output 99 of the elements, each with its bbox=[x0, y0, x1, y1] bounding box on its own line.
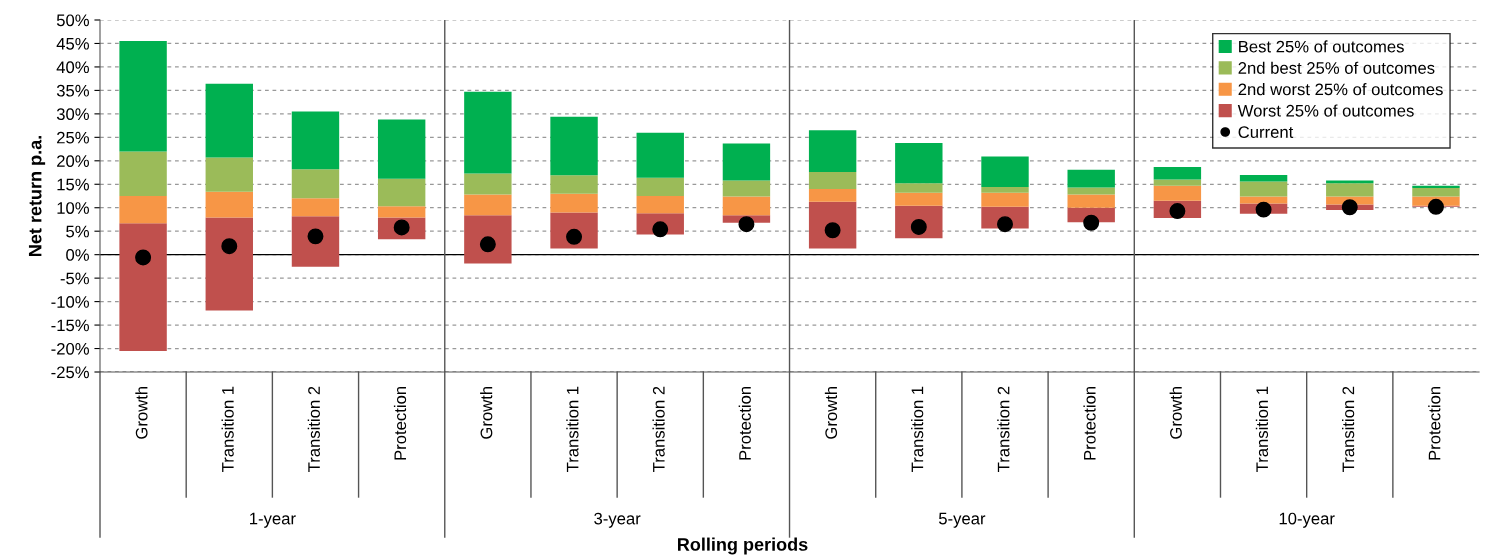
bar bbox=[464, 194, 512, 216]
bar bbox=[981, 192, 1029, 207]
text: 1-year bbox=[250, 512, 296, 528]
bar bbox=[1239, 196, 1288, 204]
bar bbox=[205, 217, 253, 311]
y-axis-title: Net return p.a. bbox=[28, 136, 46, 256]
bar bbox=[1239, 181, 1288, 197]
point bbox=[1255, 201, 1272, 218]
bar bbox=[464, 173, 512, 195]
bar bbox=[722, 143, 771, 181]
y-tick-label: 45% bbox=[56, 37, 89, 50]
bar bbox=[464, 91, 512, 174]
bar bbox=[1412, 188, 1460, 197]
x-tick-label: Transition 1 bbox=[221, 386, 234, 472]
legend-label: 2nd worst 25% of outcomes bbox=[1238, 83, 1443, 96]
y-tick-label: 30% bbox=[56, 108, 89, 121]
bar bbox=[119, 196, 167, 224]
x-tick-label: Growth bbox=[135, 386, 148, 439]
text: 5-year bbox=[938, 512, 986, 528]
bar bbox=[205, 83, 253, 158]
x-tick-label: Transition 2 bbox=[997, 386, 1010, 472]
bar bbox=[377, 178, 426, 207]
y-tick-label: 5% bbox=[66, 225, 89, 238]
bar bbox=[808, 188, 857, 202]
x-tick-label: Growth bbox=[480, 386, 493, 439]
point bbox=[738, 216, 755, 233]
bar bbox=[205, 191, 253, 218]
bar bbox=[808, 130, 857, 173]
x-tick-label: Transition 2 bbox=[307, 386, 320, 472]
point bbox=[221, 238, 238, 255]
bar bbox=[1326, 183, 1374, 197]
bar bbox=[1067, 194, 1115, 208]
bar bbox=[722, 180, 771, 197]
x-tick-label: Growth bbox=[824, 386, 838, 439]
legend-label: 2nd best 25% of outcomes bbox=[1238, 61, 1435, 74]
bar bbox=[981, 156, 1029, 188]
bar bbox=[377, 206, 426, 218]
y-tick-label: -25% bbox=[51, 366, 89, 379]
bar bbox=[1067, 187, 1115, 195]
bar bbox=[636, 132, 684, 178]
y-tick-label: -5% bbox=[60, 272, 89, 285]
x-tick-label: Growth bbox=[1169, 386, 1182, 439]
bar bbox=[464, 215, 512, 264]
x-tick-label: Transition 1 bbox=[1255, 386, 1269, 472]
x-axis-title: Rolling periods bbox=[678, 537, 808, 555]
bar bbox=[377, 119, 426, 179]
point bbox=[1083, 214, 1100, 231]
x-tick-label: Transition 2 bbox=[652, 386, 665, 472]
y-tick-label: -10% bbox=[51, 296, 89, 308]
bar bbox=[205, 157, 253, 192]
bar bbox=[981, 187, 1029, 193]
x-tick-label: Protection bbox=[738, 386, 751, 460]
bar bbox=[1153, 179, 1202, 186]
y-tick-label: 15% bbox=[57, 178, 89, 191]
point bbox=[1341, 199, 1358, 216]
bar bbox=[636, 196, 684, 214]
x-tick-label: Transition 1 bbox=[911, 386, 924, 472]
bar bbox=[119, 41, 167, 152]
bar bbox=[808, 172, 857, 189]
text: 3-year bbox=[594, 512, 641, 528]
bar bbox=[550, 116, 598, 176]
bar bbox=[636, 177, 684, 196]
y-tick-label: 50% bbox=[56, 14, 89, 27]
bar bbox=[291, 111, 340, 170]
x-tick-label: Protection bbox=[1083, 386, 1096, 460]
bar bbox=[550, 175, 598, 194]
y-tick-label: -15% bbox=[51, 319, 89, 332]
x-tick-label: Transition 2 bbox=[1342, 386, 1355, 472]
legend-label: Best 25% of outcomes bbox=[1239, 40, 1404, 53]
bar bbox=[895, 192, 943, 206]
x-tick-label: Protection bbox=[393, 386, 407, 460]
legend-label: Worst 25% of outcomes bbox=[1237, 104, 1414, 117]
bar bbox=[895, 142, 943, 184]
bar bbox=[1067, 169, 1115, 188]
bar bbox=[895, 183, 943, 193]
legend-label: Current bbox=[1238, 126, 1294, 138]
x-tick-label: Protection bbox=[1428, 386, 1441, 460]
point bbox=[1427, 198, 1444, 215]
bar bbox=[1153, 185, 1202, 201]
y-tick-label: -20% bbox=[51, 342, 89, 355]
point bbox=[135, 249, 152, 266]
bar bbox=[291, 198, 340, 217]
bar bbox=[808, 201, 857, 249]
bar bbox=[119, 223, 167, 351]
y-tick-label: 10% bbox=[57, 202, 89, 214]
y-tick-label: 0% bbox=[66, 249, 89, 261]
bar bbox=[722, 196, 771, 216]
y-tick-label: 25% bbox=[57, 131, 89, 144]
y-tick-label: 40% bbox=[56, 61, 89, 74]
text: 10-year bbox=[1279, 512, 1335, 528]
bar bbox=[291, 216, 340, 267]
bar bbox=[550, 193, 598, 213]
y-tick-label: 20% bbox=[57, 155, 89, 167]
y-tick-label: 35% bbox=[56, 84, 89, 97]
bar bbox=[291, 169, 340, 199]
bar bbox=[119, 151, 167, 196]
x-tick-label: Transition 1 bbox=[566, 386, 579, 472]
bar bbox=[1239, 174, 1288, 182]
bar bbox=[1153, 166, 1202, 180]
